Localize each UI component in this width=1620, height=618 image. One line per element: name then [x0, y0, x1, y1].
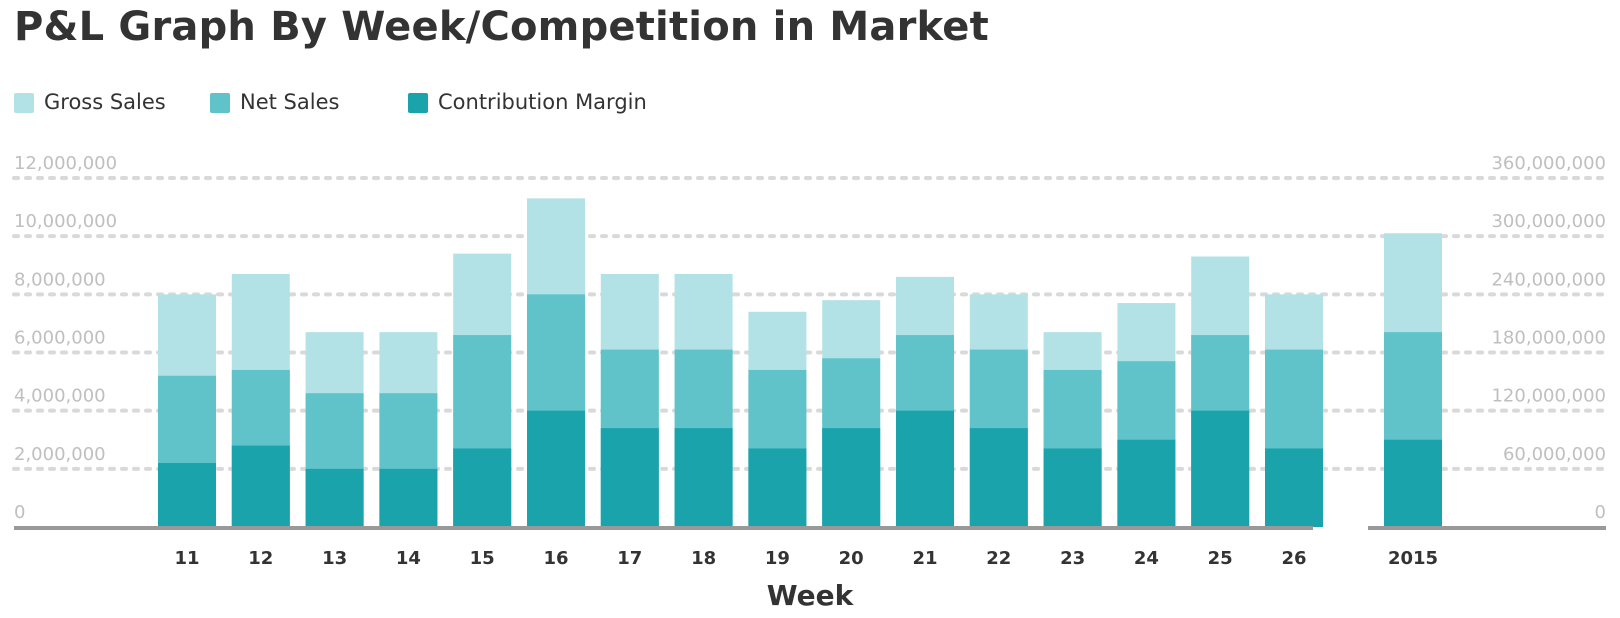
category-label: 20	[839, 548, 864, 569]
bar-contribution-margin-26	[1265, 448, 1323, 527]
right-tick-label: 0	[1595, 502, 1606, 523]
category-label: 25	[1208, 548, 1233, 569]
x-axis-label: Week	[767, 579, 855, 612]
left-tick-label: 4,000,000	[14, 386, 106, 407]
bar-contribution-margin-14	[379, 468, 438, 527]
legend-swatch-gross-sales	[14, 93, 34, 113]
category-label: 14	[396, 548, 421, 569]
legend-swatch-contribution-margin	[408, 93, 428, 113]
legend-label-gross-sales: Gross Sales	[44, 90, 166, 114]
bars	[158, 198, 1442, 527]
right-tick-label: 300,000,000	[1491, 211, 1606, 232]
category-label: 16	[543, 548, 568, 569]
bar-contribution-margin-18	[674, 428, 733, 527]
bar-contribution-margin-25	[1191, 410, 1250, 527]
category-label: 18	[691, 548, 716, 569]
category-label: 26	[1281, 548, 1306, 569]
bar-contribution-margin-24	[1117, 439, 1176, 527]
left-tick-label: 2,000,000	[14, 444, 106, 465]
left-tick-label: 10,000,000	[14, 211, 117, 232]
chart-title: P&L Graph By Week/Competition in Market	[14, 4, 989, 50]
category-label: 19	[765, 548, 790, 569]
bar-contribution-margin-20	[822, 428, 881, 527]
right-tick-label: 360,000,000	[1491, 153, 1606, 174]
category-label: 24	[1134, 548, 1159, 569]
left-tick-label: 12,000,000	[14, 153, 117, 174]
bar-contribution-margin-2015	[1384, 439, 1442, 527]
bar-contribution-margin-16	[527, 410, 585, 527]
category-label: 23	[1060, 548, 1085, 569]
right-tick-label: 180,000,000	[1491, 328, 1606, 349]
bar-contribution-margin-12	[231, 445, 290, 527]
category-label: 17	[617, 548, 642, 569]
category-label: 13	[322, 548, 347, 569]
right-tick-label: 60,000,000	[1503, 444, 1606, 465]
bar-contribution-margin-21	[896, 410, 954, 527]
bar-contribution-margin-13	[305, 468, 364, 527]
legend-label-contribution-margin: Contribution Margin	[438, 90, 647, 114]
right-tick-label: 240,000,000	[1491, 269, 1606, 290]
bar-contribution-margin-15	[453, 448, 512, 527]
category-labels: 11 12 13 14 15 16 17 18 19 20 21 22 23 24 25 26 2015	[174, 548, 1438, 569]
category-label: 12	[248, 548, 273, 569]
legend-swatch-net-sales	[210, 93, 230, 113]
left-tick-label: 8,000,000	[14, 269, 106, 290]
bar-contribution-margin-11	[158, 463, 216, 527]
bar-contribution-margin-22	[969, 428, 1028, 527]
category-label: 22	[986, 548, 1011, 569]
left-tick-label: 0	[14, 502, 25, 523]
bar-contribution-margin-23	[1043, 448, 1102, 527]
category-label: 15	[470, 548, 495, 569]
left-tick-label: 6,000,000	[14, 328, 106, 349]
bar-contribution-margin-17	[600, 428, 659, 527]
category-label: 2015	[1388, 548, 1438, 569]
axis-tick-labels: 0 0 2,000,000 60,000,000 4,000,000 120,000,00…	[14, 153, 1606, 523]
legend-label-net-sales: Net Sales	[240, 90, 340, 114]
right-tick-label: 120,000,000	[1491, 386, 1606, 407]
category-label: 21	[912, 548, 937, 569]
category-label: 11	[174, 548, 199, 569]
bar-contribution-margin-19	[748, 448, 807, 527]
